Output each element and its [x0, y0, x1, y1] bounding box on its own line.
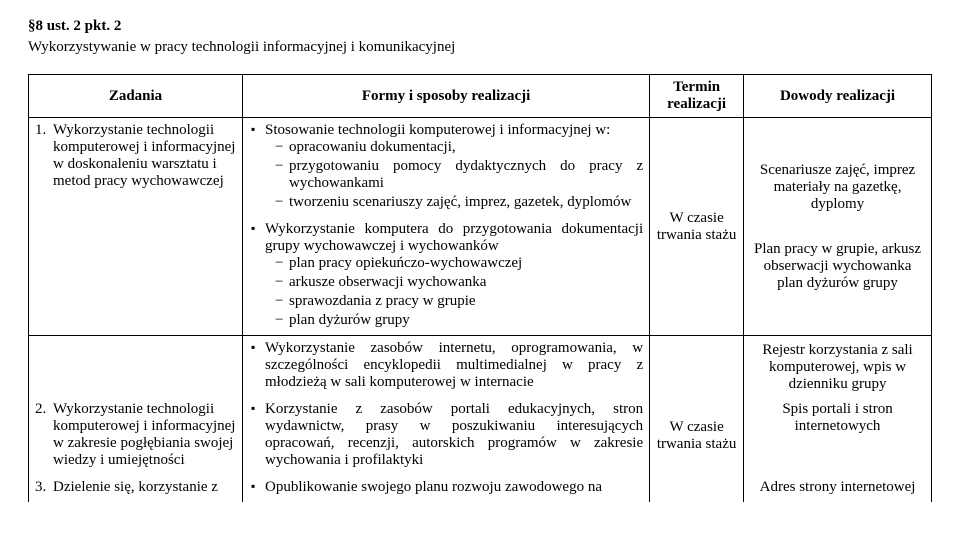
dash-item: plan pracy opiekuńczo-wychowawczej — [265, 255, 643, 272]
evidence-text: Plan pracy w grupie, arkusz obserwacji w… — [750, 241, 925, 292]
dash-item: tworzeniu scenariuszy zajęć, imprez, gaz… — [265, 194, 643, 211]
section-heading: §8 ust. 2 pkt. 2 — [28, 18, 932, 35]
table-row: Wykorzystanie zasobów internetu, oprogra… — [29, 336, 932, 398]
task-number: 1. — [35, 122, 53, 190]
bullet-item: Wykorzystanie zasobów internetu, oprogra… — [249, 340, 643, 391]
forms-cell: Wykorzystanie zasobów internetu, oprogra… — [243, 336, 650, 398]
table-row: 2. Wykorzystanie technologii komputerowe… — [29, 397, 932, 475]
col-header-term: Termin realizacji — [650, 75, 744, 118]
task-number: 2. — [35, 401, 53, 469]
table-header-row: Zadania Formy i sposoby realizacji Termi… — [29, 75, 932, 118]
task-number: 3. — [35, 479, 53, 496]
task-text: Wykorzystanie technologii komputerowej i… — [53, 401, 236, 469]
term-cell: W czasie trwania stażu — [650, 118, 744, 336]
bullet-item: Wykorzystanie komputera do przygotowania… — [249, 221, 643, 329]
col-header-forms: Formy i sposoby realizacji — [243, 75, 650, 118]
bullet-text: Stosowanie technologii komputerowej i in… — [265, 122, 610, 138]
forms-cell: Opublikowanie swojego planu rozwoju zawo… — [243, 475, 650, 502]
col-header-evidence: Dowody realizacji — [744, 75, 932, 118]
term-cell: W czasie trwania stażu — [650, 397, 744, 475]
section-subheading: Wykorzystywanie w pracy technologii info… — [28, 39, 932, 56]
task-cell-empty — [29, 336, 243, 398]
dash-item: arkusze obserwacji wychowanka — [265, 274, 643, 291]
dash-item: opracowaniu dokumentacji, — [265, 139, 643, 156]
evidence-cell: Adres strony internetowej — [744, 475, 932, 502]
task-text: Wykorzystanie technologii komputerowej i… — [53, 122, 236, 190]
dash-item: plan dyżurów grupy — [265, 312, 643, 329]
bullet-item: Korzystanie z zasobów portali edukacyjny… — [249, 401, 643, 469]
bullet-text: Wykorzystanie komputera do przygotowania… — [265, 221, 643, 254]
term-cell-empty — [650, 475, 744, 502]
task-cell: 3. Dzielenie się, korzystanie z — [29, 475, 243, 502]
task-text: Dzielenie się, korzystanie z — [53, 479, 236, 496]
bullet-item: Stosowanie technologii komputerowej i in… — [249, 122, 643, 211]
dash-item: sprawozdania z pracy w grupie — [265, 293, 643, 310]
col-header-tasks: Zadania — [29, 75, 243, 118]
evidence-cell: Rejestr korzystania z sali komputerowej,… — [744, 336, 932, 398]
evidence-text: Scenariusze zajęć, imprez materiały na g… — [750, 162, 925, 213]
evidence-cell: Spis portali i stron internetowych — [744, 397, 932, 475]
table-row: 1. Wykorzystanie technologii komputerowe… — [29, 118, 932, 336]
dash-item: przygotowaniu pomocy dydaktycznych do pr… — [265, 158, 643, 192]
forms-cell: Korzystanie z zasobów portali edukacyjny… — [243, 397, 650, 475]
forms-cell: Stosowanie technologii komputerowej i in… — [243, 118, 650, 336]
table-row: 3. Dzielenie się, korzystanie z Opubliko… — [29, 475, 932, 502]
task-cell: 1. Wykorzystanie technologii komputerowe… — [29, 118, 243, 336]
evidence-cell: Scenariusze zajęć, imprez materiały na g… — [744, 118, 932, 336]
plan-table: Zadania Formy i sposoby realizacji Termi… — [28, 74, 932, 502]
bullet-item: Opublikowanie swojego planu rozwoju zawo… — [249, 479, 643, 496]
task-cell: 2. Wykorzystanie technologii komputerowe… — [29, 397, 243, 475]
term-cell-empty — [650, 336, 744, 398]
